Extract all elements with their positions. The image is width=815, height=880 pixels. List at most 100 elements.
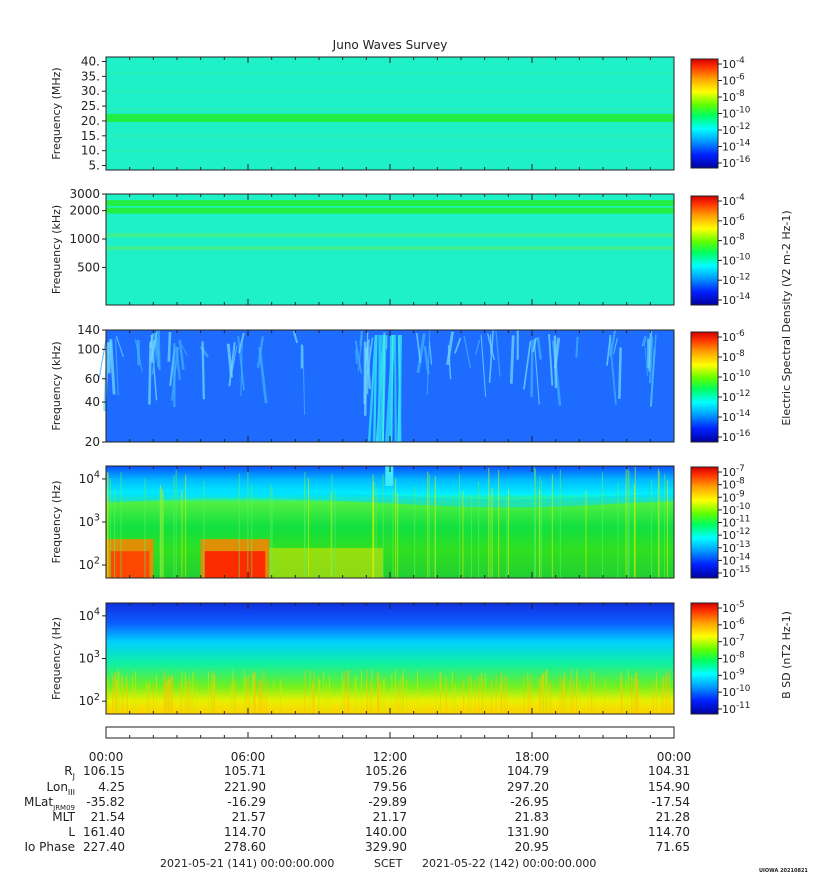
panel-3-burst <box>416 333 426 373</box>
panel-1-faint-band <box>106 134 674 137</box>
ephemeris-value: -35.82 <box>86 795 125 809</box>
colorbar-tick-label: 10-12 <box>722 122 750 137</box>
ephemeris-table: RJ 106.15 105.71 105.26 104.79 104.31 LonIII 4.… <box>24 764 690 854</box>
panel-3-burst <box>240 342 243 397</box>
ephemeris-value: 20.95 <box>515 840 549 854</box>
colorbar-tick-label: 10-7 <box>722 464 745 479</box>
ephemeris-value: 114.70 <box>648 825 690 839</box>
panel-3-burst <box>157 330 161 371</box>
panel-3-burst <box>357 335 363 372</box>
colorbar-tick-label: 10-4 <box>722 193 745 208</box>
panel-y-tick-label: 140 <box>77 323 100 337</box>
panel-y-axis-label: Frequency (Hz) <box>50 617 63 700</box>
colorbar-tick-label: 10-14 <box>722 139 751 154</box>
panel-3-burst <box>151 337 159 375</box>
footer-end-time: 2021-05-22 (142) 00:00:00.000 <box>422 857 596 870</box>
ephemeris-row-label: MLatJRM09 <box>24 795 75 812</box>
ephemeris-value: 105.26 <box>365 764 407 778</box>
panel-4: 104 103 102 Frequency (Hz) <box>50 465 675 579</box>
ephemeris-value: -16.29 <box>227 795 266 809</box>
colorbar-tick-label: 10-12 <box>722 272 750 287</box>
colorbar-tick-label: 10-9 <box>722 667 745 682</box>
colorbar-tick-label: 10-10 <box>722 502 751 517</box>
colorbar-tick-label: 10-15 <box>722 565 750 580</box>
panel-y-axis-label: Frequency (Hz) <box>50 481 63 564</box>
panel-y-tick-label: 35. <box>81 69 100 83</box>
colorbar-tick-label: 10-14 <box>722 292 751 307</box>
colorbar-tick-label: 10-8 <box>722 651 745 666</box>
panel-4-burst-core <box>110 551 150 578</box>
panel-3-burst <box>98 339 107 379</box>
ephemeris-value: 131.90 <box>507 825 549 839</box>
panel-3-burst <box>523 340 532 390</box>
colorbar-tick-label: 10-16 <box>722 429 751 444</box>
ephemeris-value: 104.79 <box>507 764 549 778</box>
ephemeris-value: 114.70 <box>224 825 266 839</box>
panel-5: 104 103 102 Frequency (Hz) <box>50 602 675 715</box>
colorbar-5: 10-5 10-6 10-7 10-810-9 10-10 10-11 <box>690 600 751 716</box>
panel-3-burst <box>115 335 124 358</box>
time-axis-label: 00:00 <box>657 750 692 764</box>
colorbar-tick-label: 10-11 <box>722 701 750 716</box>
colorbar-tick-label: 10-5 <box>722 600 745 615</box>
panel-y-tick-label: 30. <box>81 84 100 98</box>
colorbar-tick-label: 10-6 <box>722 329 745 344</box>
time-axis-label: 12:00 <box>373 750 408 764</box>
panel-y-tick-label: 104 <box>79 606 100 622</box>
panel-3-burst <box>608 337 617 405</box>
ephemeris-value: 140.00 <box>365 825 407 839</box>
panel-3-burst <box>149 339 156 360</box>
colorbar-gradient <box>690 331 719 443</box>
colorbar-tick-label: 10-8 <box>722 349 745 364</box>
panel-1-faint-band <box>106 90 674 93</box>
colorbar-tick-label: 10-10 <box>722 106 751 121</box>
panel-1: 40.35.30.25.20.15.10.5. Frequency (MHz) <box>50 54 675 173</box>
panel-3-burst <box>509 335 515 384</box>
colorbar-tick-label: 10-8 <box>722 233 745 248</box>
panel-3-burst <box>648 330 653 372</box>
panel-3-burst <box>536 336 543 360</box>
panel-y-tick-label: 100 <box>77 342 100 356</box>
colorbar-tick-label: 10-10 <box>722 369 751 384</box>
panel-y-tick-label: 15. <box>81 129 100 143</box>
panel-3-burst <box>237 336 245 391</box>
colorbar-gradient <box>690 602 719 715</box>
panel-3-burst <box>480 334 487 397</box>
colorbar-tick-label: 10-7 <box>722 634 745 649</box>
ephemeris-value: -29.89 <box>368 795 407 809</box>
panel-y-tick-label: 500 <box>77 260 100 274</box>
panel-3-burst <box>231 345 238 374</box>
panel-3-burst <box>107 341 112 374</box>
colorbar-gradient <box>690 58 719 169</box>
panel-3-burst <box>644 347 649 376</box>
panel-4-top-burst <box>385 466 394 486</box>
ephemeris-row-label: LonIII <box>47 780 76 797</box>
ephemeris-value: 278.60 <box>224 840 266 854</box>
colorbar-tick-label: 10-8 <box>722 89 745 104</box>
panel-y-tick-label: 20 <box>85 435 100 449</box>
colorbar-tick-label: 10-10 <box>722 684 751 699</box>
panel-2-band <box>106 200 674 207</box>
ephemeris-value: 21.83 <box>515 810 549 824</box>
panel-y-axis-label: Frequency (kHz) <box>50 205 63 294</box>
panel-3-burst <box>553 337 561 369</box>
panel-3-burst <box>548 333 554 386</box>
panel-y-tick-label: 3000 <box>69 187 100 201</box>
colorbar-tick-label: 10-10 <box>722 252 751 267</box>
panel-y-axis-label: Frequency (kHz) <box>50 341 63 430</box>
panel-4-burst-core <box>204 551 266 578</box>
panel-3-burst <box>648 336 654 384</box>
ephemeris-value: 227.40 <box>83 840 125 854</box>
panel-3-burst <box>354 340 363 374</box>
panel-3-storm <box>399 334 402 443</box>
footer-credit: UIOWA 20210821 <box>759 868 808 874</box>
panel-y-tick-label: 25. <box>81 99 100 113</box>
ephemeris-value: 71.65 <box>656 840 690 854</box>
panel-3-burst <box>463 335 472 369</box>
colorbar-tick-label: 10-12 <box>722 389 750 404</box>
ephemeris-value: 4.25 <box>98 780 125 794</box>
colorbar-tick-label: 10-16 <box>722 155 751 170</box>
colorbar-title-magnetic: B SD (nT2 Hz-1) <box>780 611 793 699</box>
panel-3-burst <box>530 340 534 398</box>
